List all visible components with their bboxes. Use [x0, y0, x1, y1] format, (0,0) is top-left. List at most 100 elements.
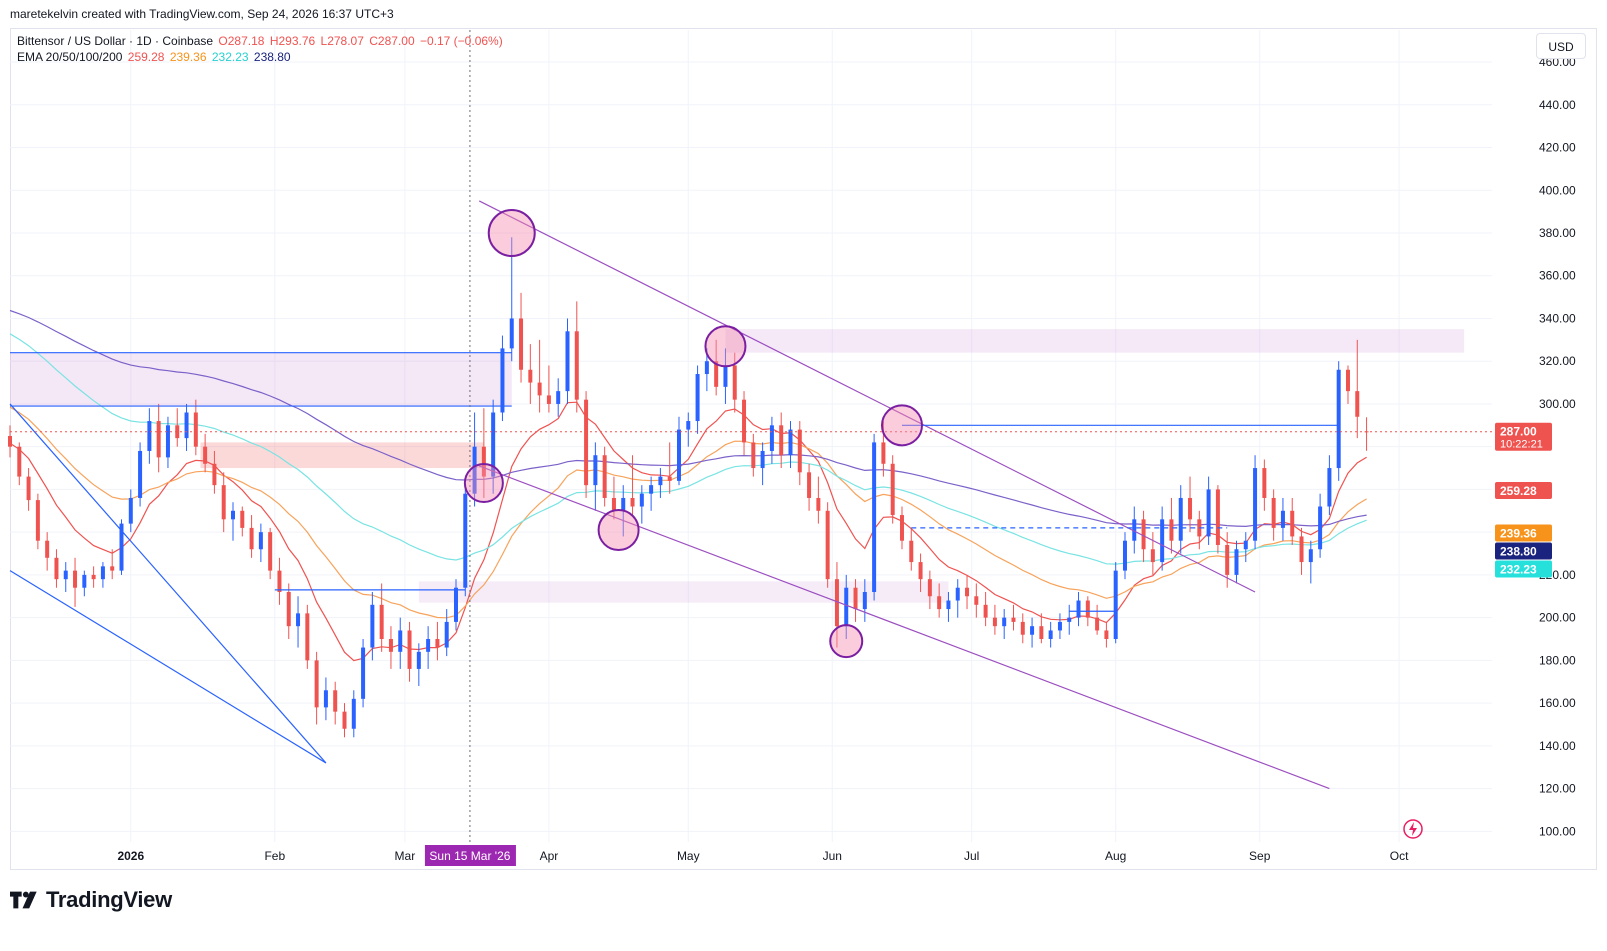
y-tick-label: 200.00: [1539, 611, 1576, 625]
tradingview-logo-icon: [10, 891, 37, 909]
price-label-bg: [1495, 542, 1552, 560]
price-axis: 100.00120.00140.00160.00180.00200.00220.…: [1539, 55, 1576, 838]
resistance-zone-right: [725, 329, 1465, 353]
candle-body: [472, 446, 477, 494]
candle-body: [184, 412, 189, 439]
y-tick-label: 120.00: [1539, 782, 1576, 796]
price-label-text: 287.00: [1500, 425, 1537, 439]
candle-body: [528, 369, 533, 383]
candle-body: [444, 621, 449, 648]
candle-body: [974, 596, 979, 605]
candle-body: [797, 429, 802, 473]
candle: [918, 553, 923, 592]
candle: [853, 579, 858, 622]
candle: [1234, 540, 1239, 584]
touch-circle-5: [829, 624, 864, 659]
candle-body: [45, 540, 50, 558]
price-label: 238.80: [1495, 542, 1552, 560]
candle: [909, 527, 914, 571]
snapshot-icon[interactable]: [1402, 818, 1424, 840]
candle: [537, 339, 542, 413]
candle: [91, 566, 96, 588]
candle-body: [100, 566, 105, 580]
candle: [286, 583, 291, 639]
y-tick-label: 320.00: [1539, 354, 1576, 368]
candle: [1132, 506, 1137, 554]
candle-body: [1188, 497, 1193, 520]
candle-body: [277, 570, 282, 592]
candles: [8, 237, 1369, 738]
candle: [268, 527, 273, 580]
wedge-lower-line: [9, 570, 327, 764]
candle: [351, 690, 356, 738]
symbol-name: Bittensor / US Dollar · 1D · Coinbase: [17, 34, 214, 48]
ema200-line: [9, 309, 1367, 528]
candle-body: [546, 395, 551, 404]
candle: [398, 617, 403, 669]
change-value: −0.17 (−0.06%): [419, 34, 503, 48]
touch-circle-4: [704, 325, 747, 368]
price-label: 259.28: [1495, 481, 1552, 499]
candle-body: [565, 331, 570, 392]
candle-body: [695, 374, 700, 422]
candle-body: [825, 510, 830, 580]
candle-body: [1150, 549, 1155, 563]
candle: [26, 468, 31, 511]
candle-body: [323, 690, 328, 708]
candle: [370, 591, 375, 661]
candle-body: [73, 570, 78, 588]
candle-body: [881, 442, 886, 464]
candle: [686, 412, 691, 447]
candle-body: [110, 566, 115, 571]
candle-body: [351, 698, 356, 729]
candle-body: [1076, 600, 1081, 618]
touch-circle-3: [597, 509, 640, 552]
x-tick-label: Feb: [264, 849, 285, 863]
candle-body: [175, 425, 180, 439]
candle-body: [8, 436, 12, 447]
candle-body: [556, 391, 561, 404]
candle: [862, 579, 867, 622]
candle: [1150, 532, 1155, 575]
candle-body: [751, 442, 756, 469]
candle-body: [1030, 626, 1035, 635]
candle-body: [862, 591, 867, 610]
candle: [1039, 613, 1044, 644]
candle: [1057, 613, 1062, 639]
brand-name: TradingView: [46, 887, 172, 912]
candle: [156, 403, 161, 473]
tradingview-logo[interactable]: TradingView: [10, 887, 172, 913]
candle: [1364, 417, 1369, 451]
candle-body: [128, 497, 133, 524]
candle: [1355, 339, 1360, 439]
candle: [175, 408, 180, 447]
candle: [779, 412, 784, 469]
currency-button[interactable]: USD: [1536, 33, 1586, 59]
candle: [1243, 532, 1248, 563]
supply-zone-red: [200, 442, 484, 469]
candle: [35, 493, 40, 550]
candle: [128, 489, 133, 533]
candle: [361, 639, 366, 708]
candle-body: [1002, 617, 1007, 627]
candle-body: [704, 361, 709, 375]
candle: [165, 416, 170, 469]
ema-legend[interactable]: EMA 20/50/100/200 259.28 239.36 232.23 2…: [17, 50, 293, 64]
candle-body: [500, 348, 505, 413]
symbol-legend[interactable]: Bittensor / US Dollar · 1D · Coinbase O2…: [17, 34, 505, 48]
candle: [416, 643, 421, 687]
candle: [519, 292, 524, 383]
close-value: C287.00: [369, 34, 415, 48]
candle: [667, 442, 672, 494]
candle-body: [407, 630, 412, 669]
candle: [463, 485, 468, 597]
candle-body: [872, 442, 877, 592]
price-label-text: 232.23: [1500, 563, 1537, 577]
candle-body: [361, 647, 366, 699]
candle-body: [788, 429, 793, 456]
candle-body: [965, 587, 970, 597]
open-value: O287.18: [218, 34, 265, 48]
candle: [230, 502, 235, 541]
price-label-text: 238.80: [1500, 545, 1537, 559]
